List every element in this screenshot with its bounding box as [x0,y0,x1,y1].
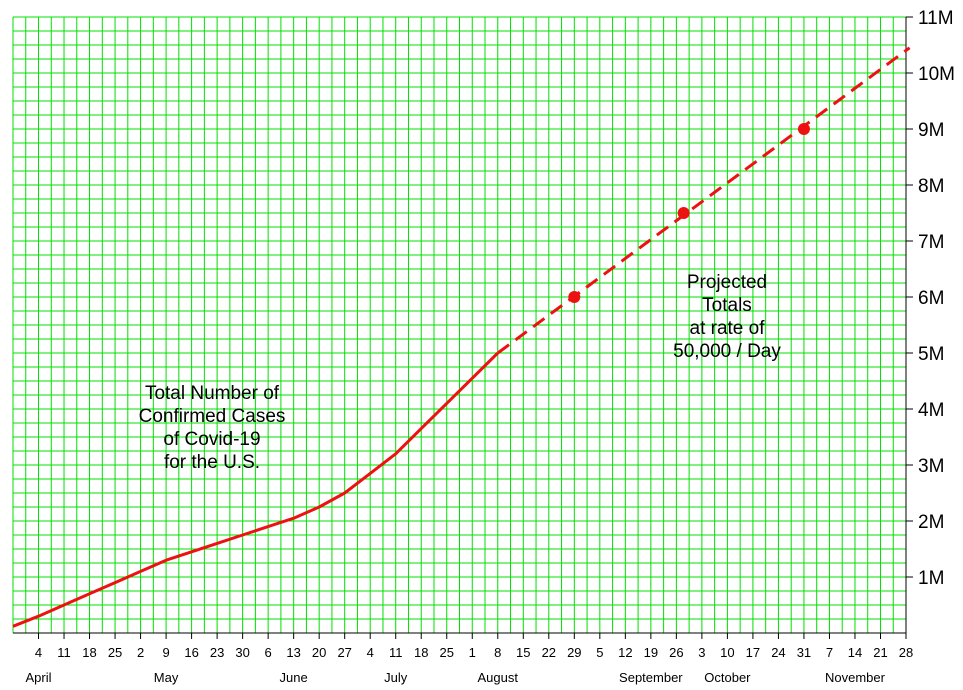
y-tick-label: 6M [918,288,944,309]
x-tick-label: 26 [669,645,683,660]
x-tick-label: 1 [469,645,476,660]
month-label: August [478,670,519,685]
annotation-line: Totals [702,295,752,316]
x-tick-label: 11 [57,645,71,660]
y-tick-label: 1M [918,568,944,589]
month-label: November [825,670,886,685]
x-tick-label: 16 [184,645,198,660]
x-tick-label: 21 [873,645,887,660]
series [12,46,911,628]
x-tick-label: 8 [494,645,501,660]
x-tick-label: 11 [389,645,403,660]
month-label: May [154,670,179,685]
y-tick-label: 4M [918,400,944,421]
x-tick-label: 20 [312,645,326,660]
annotation-line: Total Number of [144,383,280,404]
month-label: October [704,670,751,685]
x-tick-label: 18 [82,645,96,660]
x-tick-label: 3 [698,645,705,660]
y-tick-label: 10M [918,64,955,85]
annotation-line: Confirmed Cases [138,406,286,427]
x-tick-label: 5 [596,645,603,660]
x-tick-label: 6 [265,645,272,660]
x-tick-label: 28 [899,645,913,660]
x-tick-label: 25 [440,645,454,660]
x-tick-label: 18 [414,645,428,660]
actual-cases-annotation: Total Number of Confirmed Cases of Covid… [112,382,312,474]
x-tick-label: 25 [108,645,122,660]
y-tick-label: 8M [918,176,944,197]
x-tick-label: 30 [235,645,249,660]
axes [13,16,913,639]
x-tick-label: 23 [210,645,224,660]
actual-series-line [12,351,499,628]
x-tick-label: 7 [826,645,833,660]
x-tick-label: 10 [720,645,734,660]
x-tick-label: 17 [746,645,760,660]
annotation-line: at rate of [689,318,765,339]
x-tick-label: 27 [337,645,351,660]
projection-marker [568,291,581,303]
x-tick-label: 15 [516,645,530,660]
markers [568,123,810,303]
annotation-line: Projected [686,272,768,293]
x-tick-label: 2 [137,645,144,660]
annotation-line: for the U.S. [163,452,261,473]
y-tick-label: 5M [918,344,944,365]
month-label: July [384,670,408,685]
x-tick-label: 12 [618,645,632,660]
y-tick-label: 2M [918,512,944,533]
x-tick-label: 24 [771,645,785,660]
month-label: September [619,670,683,685]
x-tick-label: 13 [286,645,300,660]
x-tick-label: 29 [567,645,581,660]
x-tick-label: 4 [367,645,374,660]
x-tick-label: 19 [644,645,658,660]
month-label: April [26,670,52,685]
x-tick-label: 22 [542,645,556,660]
annotation-line: 50,000 / Day [673,341,781,362]
y-tick-label: 3M [918,456,944,477]
projected-totals-annotation: Projected Totals at rate of 50,000 / Day [627,271,827,363]
x-tick-label: 9 [162,645,169,660]
annotation-line: of Covid-19 [163,429,261,450]
y-tick-label: 11M [918,8,954,29]
projection-marker [797,123,810,135]
x-tick-label: 31 [797,645,811,660]
projected-series-line [496,46,911,355]
projection-marker [677,207,690,219]
grid [12,16,907,634]
month-label: June [280,670,308,685]
x-tick-label: 14 [848,645,862,660]
y-tick-label: 7M [918,232,944,253]
y-tick-label: 9M [918,120,944,141]
x-tick-label: 4 [35,645,42,660]
